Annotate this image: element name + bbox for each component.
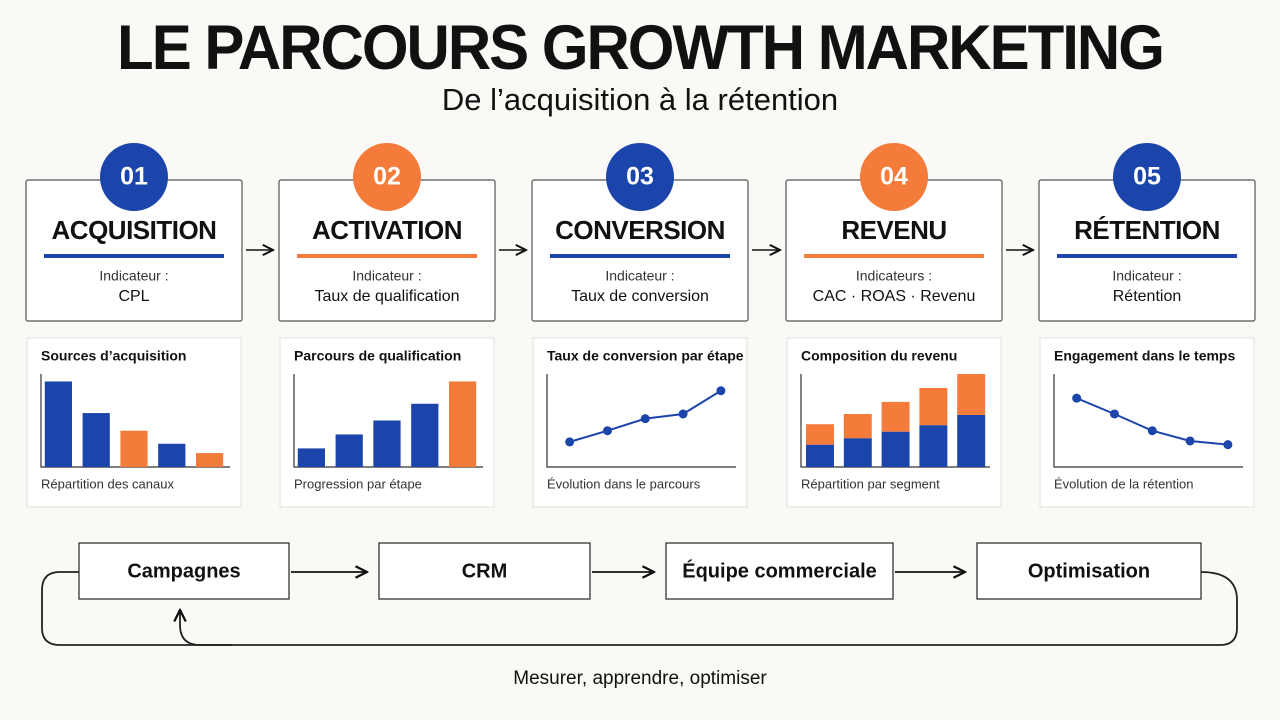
flow-box <box>976 542 1202 600</box>
bar-segment <box>957 414 986 467</box>
chart-caption: Répartition par segment <box>801 476 940 491</box>
bar <box>411 403 439 467</box>
stage-name: ACQUISITION <box>52 215 217 245</box>
indicator-label: Indicateurs : <box>856 268 932 284</box>
bar <box>195 453 224 467</box>
loop-label: Mesurer, apprendre, optimiser <box>513 668 767 689</box>
bar-segment <box>881 431 910 467</box>
point <box>1147 426 1157 436</box>
bar-segment <box>843 413 872 439</box>
flow-label: Optimisation <box>1028 560 1150 582</box>
stage-badge <box>353 143 421 211</box>
bar-segment <box>919 425 948 467</box>
bar-segment <box>806 424 834 445</box>
flow-label: CRM <box>462 560 508 582</box>
stage-badge <box>606 143 674 211</box>
loop-line <box>41 571 1238 646</box>
stage-badge <box>860 143 928 211</box>
chart-title: Parcours de qualification <box>294 348 461 364</box>
bar <box>297 448 325 467</box>
bar <box>448 381 477 467</box>
stage-underline <box>550 254 730 258</box>
point <box>1185 436 1195 446</box>
point <box>640 414 650 424</box>
title: LE PARCOURS GROWTH MARKETING <box>117 13 1163 84</box>
subtitle: De l’acquisition à la rétention <box>442 82 838 117</box>
chart-title: Sources d’acquisition <box>41 348 186 364</box>
point <box>1072 393 1082 403</box>
indicator-value: Taux de conversion <box>571 288 709 305</box>
chart-axis <box>546 374 736 468</box>
chart-panel <box>532 337 748 508</box>
bar <box>335 434 363 467</box>
bar-segment <box>881 401 910 432</box>
stage-name: ACTIVATION <box>312 215 462 245</box>
flow-box <box>665 542 894 600</box>
point <box>1223 440 1233 450</box>
indicator-value: CAC · ROAS · Revenu <box>813 288 976 305</box>
stage-number: 05 <box>1133 163 1161 191</box>
bar <box>82 413 110 467</box>
indicator-value: Taux de qualification <box>315 288 460 305</box>
chart-caption: Évolution dans le parcours <box>547 476 701 491</box>
chart-title: Taux de conversion par étape <box>547 348 744 364</box>
stage-name: RÉTENTION <box>1074 215 1220 245</box>
stage-badge <box>1113 143 1181 211</box>
stage-number: 02 <box>373 163 401 191</box>
bar-segment <box>957 374 986 415</box>
flow-box <box>78 542 290 600</box>
chart-panel <box>1039 337 1255 508</box>
chart-caption: Progression par étape <box>294 476 422 491</box>
chart-title: Composition du revenu <box>801 348 957 364</box>
indicator-label: Indicateur : <box>605 268 674 284</box>
stage-underline <box>44 254 224 258</box>
chart-caption: Répartition des canaux <box>41 476 174 491</box>
stage-underline <box>804 254 984 258</box>
flow-label: Équipe commerciale <box>682 559 877 582</box>
indicator-label: Indicateur : <box>99 268 168 284</box>
indicator-value: Rétention <box>1113 288 1182 305</box>
bar-segment <box>843 438 872 467</box>
stage-badge <box>100 143 168 211</box>
chart-caption: Évolution de la rétention <box>1054 476 1193 491</box>
indicator-label: Indicateur : <box>352 268 421 284</box>
flow-box <box>378 542 591 600</box>
stage-number: 04 <box>880 163 908 191</box>
stage-name: REVENU <box>841 215 946 245</box>
flow-label: Campagnes <box>127 560 240 582</box>
chart-axis <box>1053 374 1243 468</box>
bar-segment <box>806 444 834 467</box>
bar <box>373 420 401 467</box>
bar <box>158 443 186 467</box>
indicator-value: CPL <box>118 288 149 305</box>
point <box>716 386 726 396</box>
loop-arrow <box>180 610 232 646</box>
bar-segment <box>919 387 948 426</box>
stage-underline <box>1057 254 1237 258</box>
point <box>565 437 575 447</box>
point <box>602 426 612 436</box>
bar <box>120 430 148 467</box>
stage-number: 01 <box>120 163 148 191</box>
indicator-label: Indicateur : <box>1112 268 1181 284</box>
point <box>1109 409 1119 419</box>
chart-title: Engagement dans le temps <box>1054 348 1235 364</box>
stage-underline <box>297 254 477 258</box>
stage-name: CONVERSION <box>555 215 725 245</box>
bar <box>44 381 72 467</box>
stage-number: 03 <box>626 163 654 191</box>
point <box>678 409 688 419</box>
